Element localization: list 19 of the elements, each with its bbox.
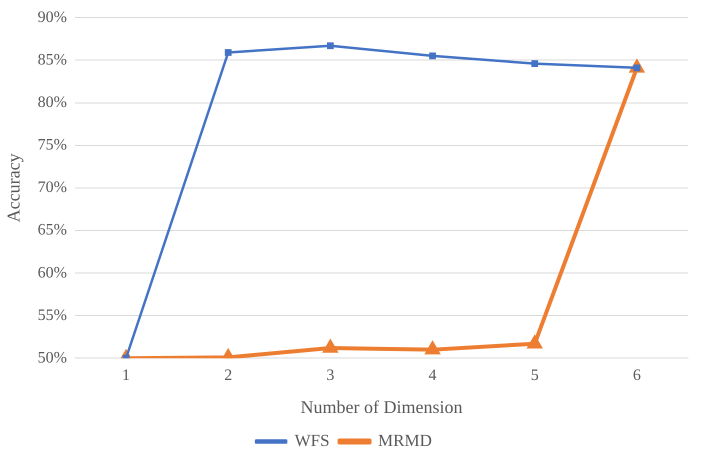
x-tick-label: 5	[530, 367, 539, 384]
x-tick-label: 2	[224, 367, 232, 384]
y-axis-title: Accuracy	[4, 153, 24, 222]
legend-label: WFS	[294, 430, 330, 450]
y-tick-label: 70%	[38, 179, 67, 196]
y-tick-label: 90%	[38, 8, 67, 26]
x-tick-label: 3	[326, 367, 334, 384]
y-tick-label: 50%	[38, 349, 67, 366]
x-tick-label: 4	[428, 367, 437, 384]
y-tick-label: 65%	[38, 222, 67, 239]
y-tick-label: 85%	[38, 51, 67, 68]
y-tick-label: 80%	[38, 94, 67, 111]
x-tick-label: 6	[632, 367, 641, 384]
y-tick-label: 75%	[38, 136, 67, 154]
y-tick-label: 55%	[38, 306, 67, 324]
y-tick-label: 60%	[38, 264, 67, 282]
legend-label: MRMD	[378, 430, 432, 450]
x-axis-title: Number of Dimension	[300, 396, 462, 417]
x-tick-label: 1	[122, 367, 130, 384]
